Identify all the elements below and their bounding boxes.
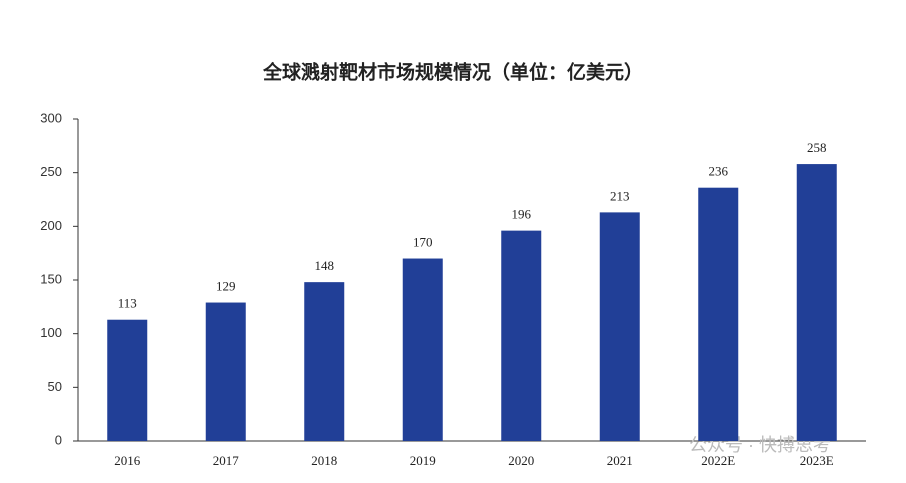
bar bbox=[501, 230, 542, 441]
chart-title: 全球溅射靶材市场规模情况（单位：亿美元） bbox=[262, 60, 643, 83]
data-label: 258 bbox=[807, 140, 827, 155]
x-tick-label: 2018 bbox=[311, 453, 337, 468]
data-label: 236 bbox=[709, 164, 729, 179]
bar bbox=[698, 187, 739, 441]
y-tick-label: 300 bbox=[40, 110, 62, 125]
bar bbox=[304, 282, 345, 441]
data-label: 196 bbox=[512, 207, 532, 222]
data-label: 170 bbox=[413, 235, 433, 250]
y-tick-label: 150 bbox=[40, 271, 62, 286]
y-tick-label: 200 bbox=[40, 218, 62, 233]
x-tick-label: 2017 bbox=[213, 453, 240, 468]
x-tick-label: 2016 bbox=[114, 453, 141, 468]
bar bbox=[402, 258, 443, 441]
data-label: 129 bbox=[216, 279, 236, 294]
bar bbox=[599, 212, 640, 441]
data-label: 213 bbox=[610, 188, 630, 203]
y-tick-label: 0 bbox=[55, 432, 62, 447]
y-tick-label: 100 bbox=[40, 325, 62, 340]
x-tick-label: 2019 bbox=[410, 453, 436, 468]
x-tick-label: 2022E bbox=[701, 453, 735, 468]
y-tick-label: 50 bbox=[48, 379, 62, 394]
x-tick-label: 2023E bbox=[800, 453, 834, 468]
data-label: 148 bbox=[315, 258, 335, 273]
data-label: 113 bbox=[118, 296, 137, 311]
bar bbox=[107, 319, 148, 441]
x-tick-label: 2020 bbox=[508, 453, 534, 468]
y-tick-label: 250 bbox=[40, 164, 62, 179]
bar bbox=[796, 164, 837, 441]
x-tick-label: 2021 bbox=[607, 453, 633, 468]
bar bbox=[205, 302, 246, 441]
